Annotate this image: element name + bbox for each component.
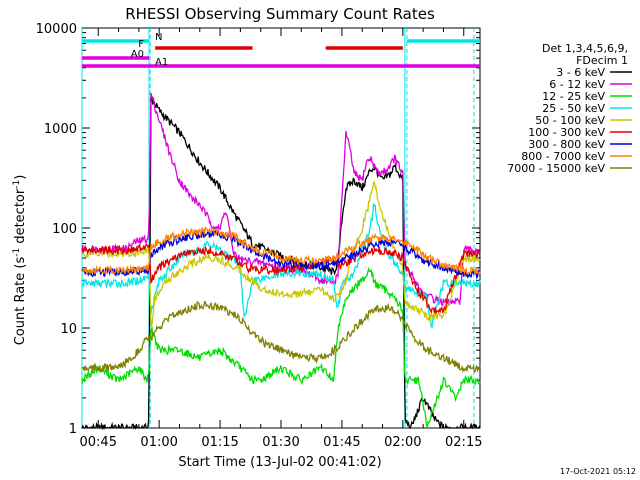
chart-title: RHESSI Observing Summary Count Rates: [125, 5, 435, 23]
legend-label: 800 - 7000 keV: [521, 150, 605, 163]
legend-label: 6 - 12 keV: [549, 78, 605, 91]
legend-label: 100 - 300 keV: [528, 126, 605, 139]
footer-date: 17-Oct-2021 05:12: [560, 467, 636, 476]
flag-label: A0: [131, 49, 144, 60]
y-tick-label: 10000: [36, 22, 77, 37]
series-layer: [81, 93, 481, 431]
x-axis: 00:45 01:00 01:15 01:30 01:45 02:00 02:15: [80, 28, 482, 450]
series-line: [81, 300, 481, 374]
series-line: [81, 242, 481, 315]
flag-label: N: [155, 32, 162, 43]
flag-label: F: [138, 39, 144, 50]
flag-label: A1: [155, 57, 168, 68]
legend-title-2: FDecim 1: [576, 54, 628, 67]
legend-label: 7000 - 15000 keV: [507, 162, 605, 175]
legend-label: 12 - 25 keV: [542, 90, 605, 103]
y-tick-label: 100: [52, 222, 77, 237]
series-line: [81, 181, 481, 327]
series-line: [81, 94, 481, 431]
x-tick-label: 01:00: [140, 435, 177, 450]
x-tick-label: 01:45: [323, 435, 360, 450]
series-line: [81, 203, 481, 328]
x-tick-label: 01:30: [262, 435, 299, 450]
y-tick-label: 1: [69, 422, 77, 437]
series-line: [81, 229, 481, 280]
legend-label: 300 - 800 keV: [528, 138, 605, 151]
legend-label: 25 - 50 keV: [542, 102, 605, 115]
x-tick-label: 01:15: [201, 435, 238, 450]
x-tick-label: 00:45: [80, 435, 117, 450]
y-tick-label: 10: [60, 322, 77, 337]
legend-label: 50 - 100 keV: [535, 114, 605, 127]
series-line: [81, 226, 481, 276]
x-axis-label: Start Time (13-Jul-02 00:41:02): [178, 455, 381, 470]
x-tick-label: 02:00: [384, 435, 421, 450]
y-axis: 1 10 100 1000 10000: [36, 22, 480, 437]
y-tick-label: 1000: [44, 122, 77, 137]
x-tick-label: 02:15: [445, 435, 482, 450]
legend-label: 3 - 6 keV: [556, 66, 605, 79]
y-axis-label: Count Rate (s-1 detector-1): [12, 175, 28, 346]
series-line: [81, 266, 481, 429]
legend-title-1: Det 1,3,4,5,6,9,: [542, 42, 628, 55]
